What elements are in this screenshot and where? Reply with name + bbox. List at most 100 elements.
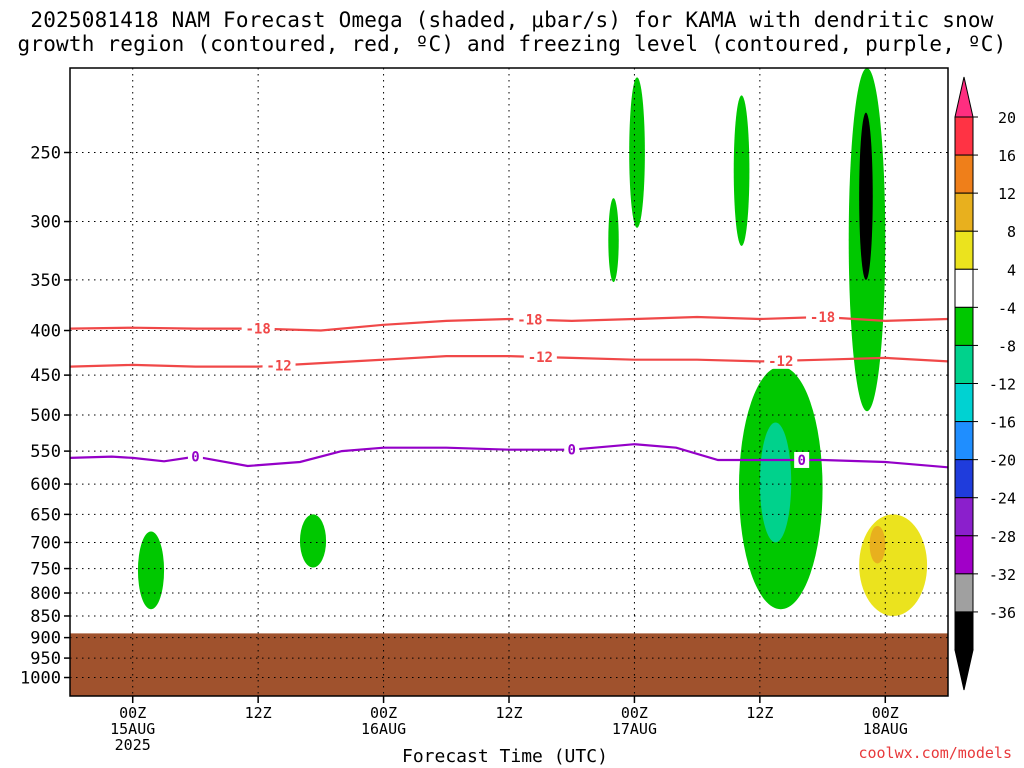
colorbar-swatch-0: [954, 116, 974, 156]
tick-label-y-550: 550: [30, 442, 61, 462]
omega-shading-layer: [137, 68, 928, 616]
omega-region-9: [859, 514, 928, 616]
colorbar-label-13: -36: [989, 604, 1016, 622]
contour-label-bg-1-1: [523, 349, 557, 366]
tick-label-y-650: 650: [30, 505, 61, 525]
colorbar-swatch-9: [954, 459, 974, 499]
tick-label-x-4-1: 17AUG: [612, 720, 657, 738]
colorbar-label-7: -12: [989, 376, 1016, 394]
tick-label-x-0-0: 00Z: [119, 704, 146, 722]
contour-label-bg-1-0: [262, 357, 296, 374]
tick-label-y-450: 450: [30, 366, 61, 386]
tick-label-x-5-0: 12Z: [746, 704, 773, 722]
colorbar-swatch-13: [954, 611, 974, 651]
x-axis-title: Forecast Time (UTC): [402, 746, 608, 767]
grid-dots-layer: [70, 68, 948, 696]
tick-label-x-4-0: 00Z: [621, 704, 648, 722]
tick-label-y-500: 500: [30, 406, 61, 426]
contour-label-bg-0-2: [806, 309, 840, 326]
omega-region-2: [608, 198, 619, 283]
tick-label-y-900: 900: [30, 629, 61, 649]
colorbar-swatch-3: [954, 230, 974, 270]
contour-label--18-1: -18: [517, 313, 542, 329]
tick-label-x-2-0: 00Z: [370, 704, 397, 722]
colorbar-bottom-arrow: [954, 649, 974, 691]
omega-region-6: [759, 422, 792, 543]
colorbar-swatch-7: [954, 383, 974, 423]
colorbar-label-9: -20: [989, 452, 1016, 470]
contour-layer: -18 -18 -18 -12 -12 -12 0 0 0: [70, 309, 948, 469]
contour-label-0-0: 0: [191, 450, 199, 466]
colorbar-swatch-4: [954, 268, 974, 308]
colorbar-swatch-1: [954, 154, 974, 194]
tick-label-y-300: 300: [30, 213, 61, 233]
tick-label-x-1-0: 12Z: [245, 704, 272, 722]
colorbar-label-1: 16: [998, 147, 1016, 165]
contour-label-bg-0-0: [241, 320, 275, 337]
contour-label-0-2: 0: [797, 453, 805, 469]
y-axis: 2503003504004505005506006507007508008509…: [20, 144, 70, 689]
chart-title-line-1: 2025081418 NAM Forecast Omega (shaded, μ…: [30, 8, 994, 32]
contour--12: [70, 355, 948, 368]
contour-label--12-2: -12: [768, 354, 793, 370]
contour-label--18-2: -18: [810, 310, 835, 326]
tick-label-y-850: 850: [30, 607, 61, 627]
contour-label-bg-0-1: [513, 311, 547, 328]
colorbar-label-8: -16: [989, 414, 1016, 432]
contour-label-bg-1-2: [764, 352, 798, 369]
contour--18: [70, 315, 948, 332]
ground-fill: [70, 633, 948, 696]
contour-label-bg-2-2: [794, 451, 810, 468]
colorbar-label-12: -32: [989, 566, 1016, 584]
colorbar-swatch-8: [954, 421, 974, 461]
colorbar: 20 16 12 8 4 -4 -8 -12 -16 -20 -24 -28 -32 -36: [954, 76, 1016, 691]
tick-label-x-2-1: 16AUG: [361, 720, 406, 738]
colorbar-swatch-10: [954, 497, 974, 537]
tick-label-y-750: 750: [30, 560, 61, 580]
colorbar-swatch-2: [954, 192, 974, 232]
tick-label-y-400: 400: [30, 322, 61, 342]
colorbar-swatch-11: [954, 535, 974, 575]
contour-label--18-0: -18: [245, 322, 270, 338]
colorbar-swatch-6: [954, 344, 974, 384]
omega-region-1: [299, 514, 327, 568]
omega-region-4: [733, 95, 750, 246]
colorbar-swatch-5: [954, 306, 974, 346]
tick-label-y-950: 950: [30, 649, 61, 669]
tick-label-x-0-1: 15AUG: [110, 720, 155, 738]
tick-label-y-1000: 1000: [20, 669, 61, 689]
contour-label-0-1: 0: [567, 443, 575, 459]
tick-label-y-350: 350: [30, 271, 61, 291]
omega-region-3: [629, 77, 645, 228]
colorbar-top-arrow: [954, 76, 974, 118]
colorbar-label-10: -24: [989, 490, 1016, 508]
credit-link[interactable]: coolwx.com/models: [858, 744, 1012, 762]
omega-region-8: [859, 112, 873, 280]
colorbar-label-6: -8: [998, 337, 1016, 355]
colorbar-swatch-12: [954, 573, 974, 613]
colorbar-label-4: 4: [1007, 261, 1016, 279]
contour-label-bg-2-0: [187, 448, 203, 465]
tick-label-y-700: 700: [30, 533, 61, 553]
contour-label-bg-2-1: [564, 441, 580, 458]
omega-region-0: [137, 531, 165, 610]
contour-label--12-1: -12: [528, 350, 553, 366]
colorbar-label-0: 20: [998, 109, 1016, 127]
colorbar-label-11: -28: [989, 528, 1016, 546]
tick-label-x-3-0: 12Z: [495, 704, 522, 722]
colorbar-label-5: -4: [998, 299, 1016, 317]
tick-label-x-6-1: 18AUG: [863, 720, 908, 738]
tick-label-x-0-2: 2025: [115, 736, 151, 754]
chart-title-line-2: growth region (contoured, red, ºC) and f…: [17, 32, 1007, 56]
tick-label-y-600: 600: [30, 475, 61, 495]
contour-0: [70, 443, 948, 469]
tick-label-x-6-0: 00Z: [872, 704, 899, 722]
plot-frame: [69, 67, 949, 697]
colorbar-label-3: 8: [1007, 223, 1016, 241]
tick-label-y-800: 800: [30, 584, 61, 604]
omega-region-10: [869, 525, 886, 564]
tick-label-y-250: 250: [30, 144, 61, 164]
contour-label--12-0: -12: [266, 358, 291, 374]
